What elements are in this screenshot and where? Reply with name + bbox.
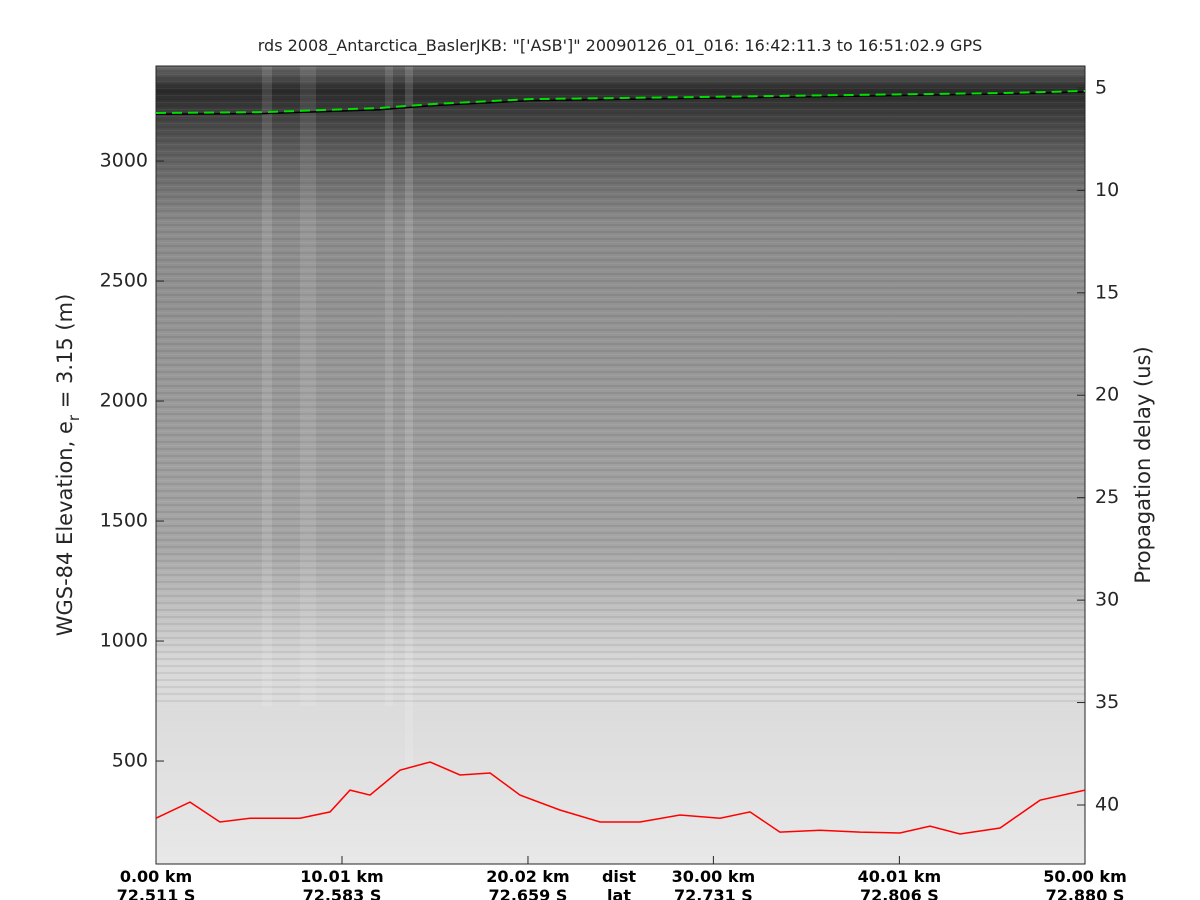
x-tick-lat-label: 72.806 S: [860, 886, 939, 900]
y-tick-label: 1500: [100, 510, 148, 532]
y2-tick-label: 5: [1095, 76, 1107, 98]
pick-line: [155, 91, 1086, 115]
y2-tick-label: 40: [1095, 793, 1119, 815]
pick-line: [155, 90, 1086, 114]
y2-tick-label: 30: [1095, 589, 1119, 611]
y-tick-label: 3000: [100, 150, 148, 172]
x-tick-label: 50.00 km: [1043, 867, 1127, 886]
y-axis-label: WGS-84 Elevation, er = 3.15 (m): [53, 294, 83, 637]
x-row-label: lat: [607, 886, 631, 900]
y-label-subscript: r: [65, 414, 83, 421]
x-tick-label: 40.01 km: [858, 867, 942, 886]
y-label-main: WGS-84 Elevation, e: [53, 421, 77, 636]
y2-tick-label: 20: [1095, 384, 1119, 406]
x-tick-label: 20.02 km: [486, 867, 570, 886]
x-tick-lat-label: 72.731 S: [674, 886, 753, 900]
y2-tick-label: 15: [1095, 281, 1119, 303]
x-tick-lat-label: 72.659 S: [489, 886, 568, 900]
x-tick-lat-label: 72.511 S: [117, 886, 196, 900]
x-tick-lat-label: 72.583 S: [303, 886, 382, 900]
pick-line: [155, 761, 1086, 835]
y-tick-label: 2500: [100, 270, 148, 292]
y2-tick-label: 10: [1095, 179, 1119, 201]
y-tick-label: 2000: [100, 390, 148, 412]
x-tick-lat-label: 72.880 S: [1046, 886, 1125, 900]
chart-title: rds 2008_Antarctica_BaslerJKB: "['ASB']"…: [258, 36, 983, 56]
y2-axis-label: Propagation delay (us): [1131, 346, 1155, 583]
y-tick-label: 1000: [100, 630, 148, 652]
radargram: [155, 65, 1086, 865]
y2-tick-label: 25: [1095, 486, 1119, 508]
x-tick-label: 10.01 km: [300, 867, 384, 886]
y-label-rest: = 3.15 (m): [53, 294, 77, 415]
y2-tick-label: 35: [1095, 691, 1119, 713]
x-tick-label: 30.00 km: [672, 867, 756, 886]
x-tick-label: 0.00 km: [120, 867, 192, 886]
y-tick-label: 500: [112, 750, 148, 772]
x-row-label: dist: [602, 867, 636, 886]
